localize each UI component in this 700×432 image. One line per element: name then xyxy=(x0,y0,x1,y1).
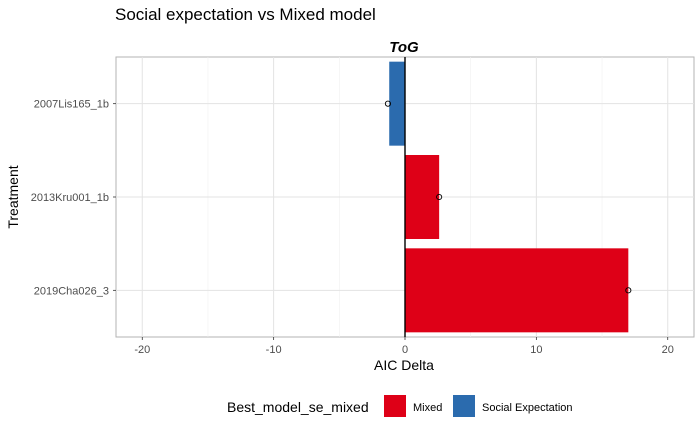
legend: Best_model_se_mixed Mixed Social Expecta… xyxy=(227,395,573,417)
points xyxy=(384,100,632,294)
x-tick-label: -10 xyxy=(266,344,282,356)
x-axis-ticks: -20 -10 0 10 20 xyxy=(134,337,674,356)
y-tick-label: 2013Kru001_1b xyxy=(31,192,109,204)
legend-swatch-mixed xyxy=(384,395,406,417)
point-2019Cha026_3 xyxy=(625,287,632,294)
x-axis-title: AIC Delta xyxy=(374,357,434,373)
x-tick-label: -20 xyxy=(134,344,150,356)
legend-label-mixed: Mixed xyxy=(413,402,442,414)
x-tick-label: 10 xyxy=(530,344,542,356)
point-2013Kru001_1b xyxy=(436,193,443,201)
bar-2013Kru001_1b xyxy=(405,155,440,239)
bar-2019Cha026_3 xyxy=(405,248,629,333)
legend-title: Best_model_se_mixed xyxy=(227,399,369,415)
point-2007Lis165_1b xyxy=(384,100,391,107)
x-tick-label: 0 xyxy=(402,344,408,356)
facet-label: ToG xyxy=(389,39,419,56)
y-axis-title: Treatment xyxy=(5,165,21,228)
chart-title: Social expectation vs Mixed model xyxy=(115,5,376,24)
y-tick-label: 2019Cha026_3 xyxy=(34,285,109,297)
y-axis-ticks: 2007Lis165_1b 2013Kru001_1b 2019Cha026_3 xyxy=(31,99,116,297)
y-tick-label: 2007Lis165_1b xyxy=(34,99,109,111)
bars xyxy=(389,61,629,333)
bar-2007Lis165_1b xyxy=(389,61,405,146)
x-tick-label: 20 xyxy=(662,344,674,356)
legend-swatch-social-expectation xyxy=(453,395,475,417)
legend-label-social-expectation: Social Expectation xyxy=(482,402,573,414)
